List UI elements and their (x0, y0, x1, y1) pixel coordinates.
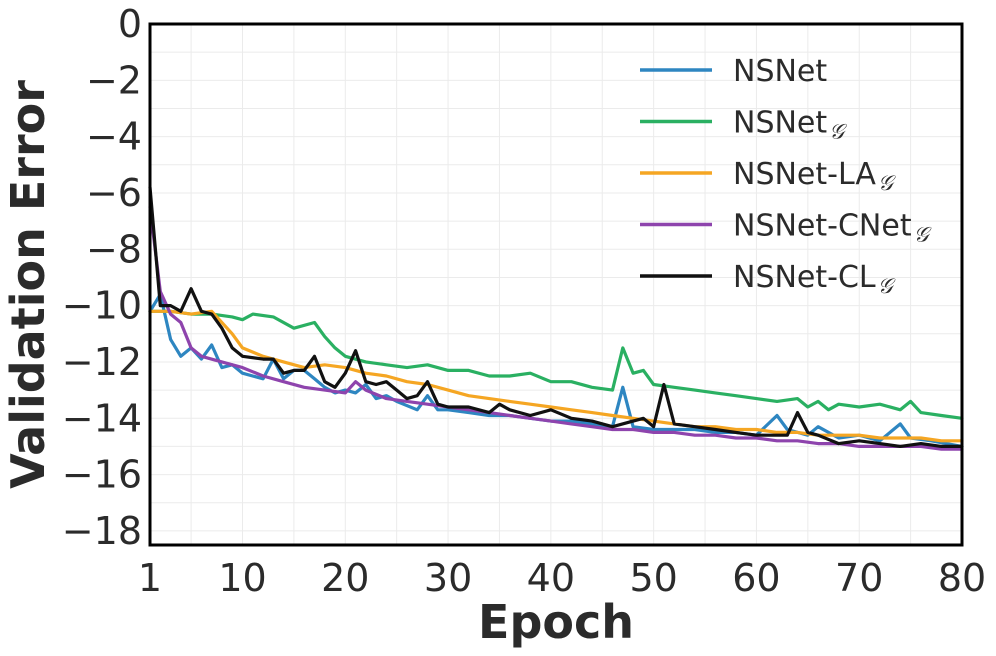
x-tick-label: 80 (938, 556, 986, 600)
y-tick-label: −12 (62, 340, 142, 384)
x-axis-title: Epoch (478, 595, 634, 649)
series-line-2 (148, 309, 964, 420)
series-line-1 (148, 292, 964, 448)
x-tick-labels: 1 10 20 30 40 50 60 70 80 (138, 556, 986, 600)
y-tick-label: −16 (62, 453, 142, 497)
y-tick-label: −2 (86, 58, 142, 102)
legend-label: NSNet-LA𝒢 (733, 157, 896, 195)
x-tick-label: 60 (732, 556, 780, 600)
series-line-3 (148, 309, 964, 443)
y-tick-labels: 0 −2 −4 −6 −8 −10 −12 −14 −16 −18 (62, 2, 142, 553)
y-axis-title: Validation Error (1, 80, 55, 489)
x-tick-label: 10 (218, 556, 266, 600)
series-layer (148, 185, 964, 451)
y-tick-label: −14 (62, 396, 142, 440)
x-tick-label: 70 (835, 556, 883, 600)
y-tick-label: −8 (86, 227, 142, 271)
legend: NSNet NSNet𝒢 NSNet-LA𝒢 NSNet-CNet𝒢 NSNet-CL𝒢 (640, 54, 932, 298)
x-tick-label: 20 (321, 556, 369, 600)
legend-label: NSNet-CL𝒢 (733, 260, 896, 298)
series-line-5 (148, 185, 964, 448)
y-tick-label: −4 (86, 115, 142, 159)
plot-frame (148, 22, 964, 547)
legend-label: NSNet (733, 54, 827, 89)
legend-label: NSNet-CNet𝒢 (733, 209, 932, 247)
series-line-4 (148, 205, 964, 451)
x-tick-label: 40 (527, 556, 575, 600)
y-tick-label: −10 (62, 284, 142, 328)
grid (150, 23, 962, 545)
legend-label: NSNet𝒢 (733, 106, 847, 144)
x-tick-label: 30 (424, 556, 472, 600)
y-tick-label: −6 (86, 171, 142, 215)
y-tick-label: 0 (118, 2, 142, 46)
x-tick-label: 1 (138, 556, 162, 600)
y-tick-label: −18 (62, 509, 142, 553)
x-tick-label: 50 (629, 556, 677, 600)
